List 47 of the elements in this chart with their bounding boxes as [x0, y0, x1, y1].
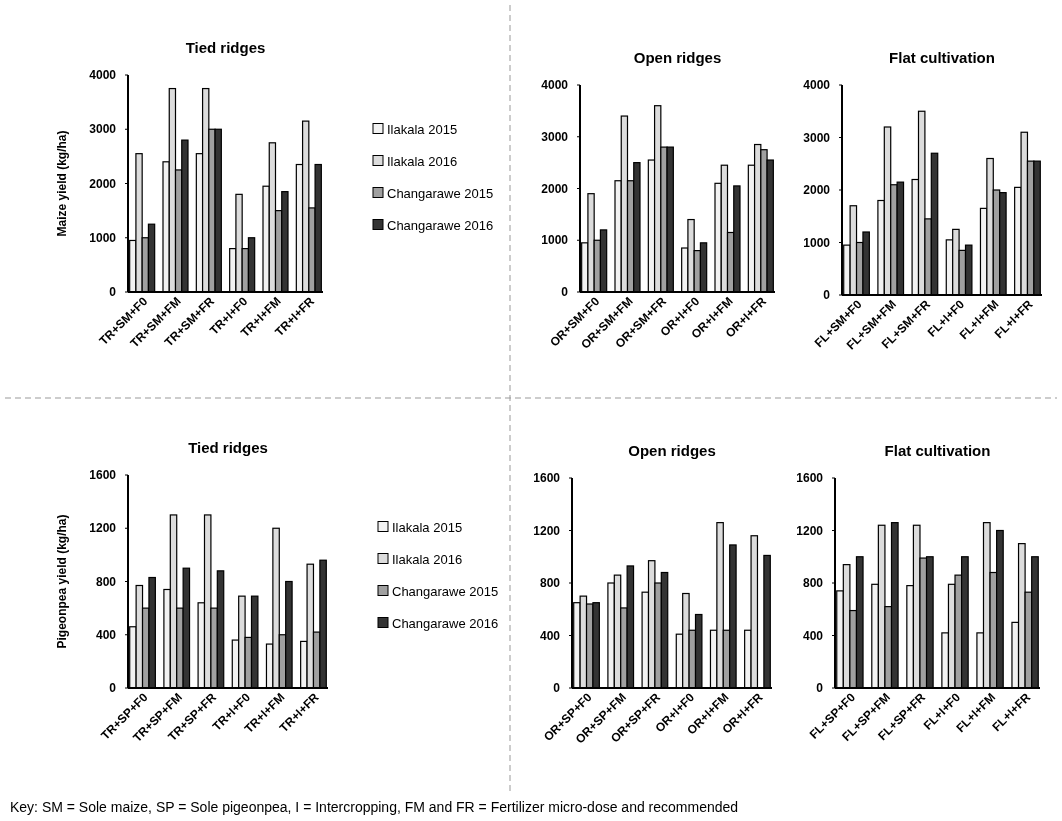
legend-label: Ilakala 2015: [392, 519, 463, 535]
y-tick-label: 1000: [803, 235, 831, 250]
chart-title: Flat cultivation: [889, 49, 995, 66]
y-tick-label: 3000: [541, 129, 569, 144]
y-tick-label: 0: [561, 285, 569, 300]
text: Key: SM = Sole maize, SP = Sole pigeonpea, I = Intercropping, FM and FR = Fertilizer micro-dose and recommended: [10, 799, 739, 815]
y-tick-label: 0: [816, 681, 824, 696]
y-tick-label: 1000: [89, 230, 117, 245]
y-tick-label: 400: [539, 628, 561, 643]
y-tick-label: 4000: [803, 78, 831, 93]
y-tick-label: 1600: [796, 471, 824, 486]
y-tick-label: 2000: [803, 183, 831, 198]
y-tick-label: 1600: [533, 471, 561, 486]
chart-title: Open ridges: [633, 49, 722, 66]
y-tick-label: 4000: [89, 68, 117, 83]
y-tick-label: 4000: [541, 78, 569, 93]
y-tick-label: 800: [802, 576, 824, 591]
legend-label: Changarawe 2016: [392, 615, 499, 631]
y-tick-label: 0: [109, 285, 117, 300]
y-tick-label: 3000: [803, 130, 831, 145]
y-tick-label: 800: [539, 576, 561, 591]
chart-title: Tied ridges: [188, 439, 268, 456]
legend-label: Ilakala 2015: [387, 121, 458, 137]
y-tick-label: 2000: [541, 181, 569, 196]
legend-label: Changarawe 2016: [387, 217, 494, 233]
y-tick-label: 3000: [89, 122, 117, 137]
y-tick-label: 1200: [533, 523, 561, 538]
y-tick-label: 0: [109, 681, 117, 696]
chart-title: Open ridges: [628, 442, 716, 459]
legend-label: Ilakala 2016: [387, 153, 458, 169]
y-tick-label: 2000: [89, 176, 117, 191]
y-tick-label: 400: [802, 628, 824, 643]
y-axis-title: Maize yield (kg/ha): [55, 130, 69, 237]
chart-title: Flat cultivation: [884, 442, 991, 459]
legend-label: Changarawe 2015: [392, 583, 499, 599]
chart-title: Tied ridges: [185, 39, 266, 56]
y-tick-label: 400: [95, 627, 117, 642]
y-tick-label: 0: [823, 288, 831, 303]
y-tick-label: 1600: [89, 468, 117, 483]
y-tick-label: 1200: [796, 523, 824, 538]
y-tick-label: 1200: [89, 521, 117, 536]
y-tick-label: 1000: [541, 233, 569, 248]
y-tick-label: 0: [553, 681, 561, 696]
y-axis-title: Pigeonpea yield (kg/ha): [55, 514, 69, 649]
legend-label: Ilakala 2016: [392, 551, 463, 567]
y-tick-label: 800: [95, 574, 117, 589]
legend-label: Changarawe 2015: [387, 185, 494, 201]
